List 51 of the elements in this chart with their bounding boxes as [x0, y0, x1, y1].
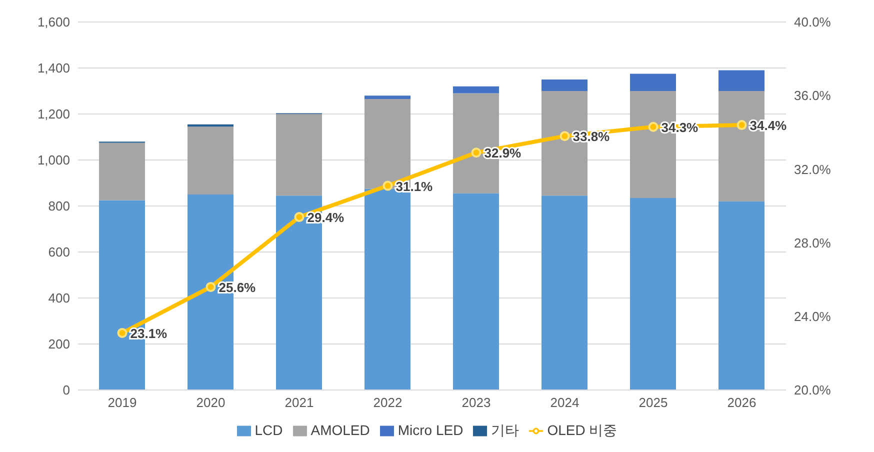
bar: [718, 201, 764, 390]
x-tick-label: 2025: [638, 395, 668, 410]
x-tick-label: 2026: [727, 395, 756, 410]
bar: [542, 80, 588, 91]
x-tick-label: 2023: [462, 395, 491, 410]
point: [117, 328, 128, 338]
y-tick-label: 1,600: [37, 14, 70, 30]
y2-tick-label: 28.0%: [794, 235, 832, 250]
point: [471, 148, 482, 158]
point: [560, 131, 570, 142]
bar: [453, 193, 499, 390]
bar: [99, 142, 145, 200]
y2-tick-label: 32.0%: [794, 162, 832, 177]
x-tick-label: 2019: [108, 395, 137, 410]
y-tick-label: 1,400: [37, 60, 70, 76]
y-tick-label: 200: [48, 336, 70, 352]
legend-label: OLED 비중: [547, 422, 618, 438]
data-label: 34.4%: [750, 118, 788, 134]
y-tick-label: 0: [62, 382, 70, 398]
y2-tick-label: 40.0%: [794, 14, 832, 30]
x-tick-label: 2022: [373, 395, 402, 410]
x-tick-label: 2021: [284, 395, 314, 410]
point: [294, 212, 304, 222]
y-tick-label: 600: [48, 244, 70, 260]
bar: [718, 70, 764, 91]
y-tick-label: 400: [48, 290, 70, 306]
legend-label: 기타: [491, 422, 520, 438]
y-tick-label: 800: [48, 198, 70, 214]
legend-label: LCD: [254, 422, 283, 438]
point: [382, 180, 393, 191]
point: [206, 282, 216, 292]
bar: [276, 114, 322, 196]
y2-tick-label: 24.0%: [794, 309, 832, 324]
y2-tick-label: 36.0%: [794, 88, 832, 104]
data-label: 32.9%: [484, 146, 522, 161]
bar: [453, 86, 499, 94]
x-tick-label: 2020: [196, 395, 226, 410]
bar: [364, 96, 410, 100]
bar: [630, 198, 676, 390]
y2-tick-label: 20.0%: [794, 382, 832, 398]
bar: [542, 196, 588, 390]
bar: [630, 74, 676, 91]
y-tick-label: 1,200: [37, 106, 70, 122]
x-tick-label: 2024: [550, 395, 580, 410]
point: [648, 122, 658, 132]
legend-label: AMOLED: [310, 422, 370, 438]
y-tick-label: 1,000: [37, 152, 70, 168]
legend-label: Micro LED: [398, 422, 464, 438]
data-label: 31.1%: [396, 178, 434, 194]
point: [736, 120, 747, 130]
bar: [188, 126, 234, 194]
